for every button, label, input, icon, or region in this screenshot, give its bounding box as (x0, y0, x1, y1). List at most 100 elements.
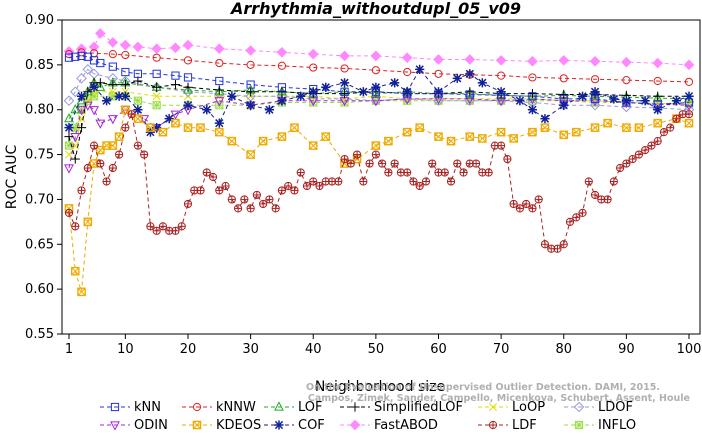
point-ldof (76, 73, 87, 84)
point-cof (577, 91, 588, 101)
series-line-ldf (68, 112, 689, 250)
point-ldf (622, 159, 631, 168)
legend-label: LDOF (598, 400, 633, 415)
point-ldf (334, 177, 343, 186)
point-ldf (453, 159, 462, 168)
legend-item-lof: LOF (264, 400, 323, 415)
point-ldf (634, 150, 643, 159)
point-lof (64, 113, 74, 123)
point-ldf (277, 186, 287, 195)
x-tick-label: 30 (242, 342, 259, 357)
point-fastabod (170, 42, 181, 54)
point-ldf (653, 137, 662, 146)
point-simplifiedlof (339, 88, 350, 99)
point-ldf (133, 141, 142, 150)
point-fastabod (132, 41, 144, 53)
point-knnw (152, 53, 161, 62)
point-fastabod (63, 46, 75, 57)
x-tick-label: 80 (555, 342, 572, 357)
point-simplifiedlof (527, 88, 538, 99)
x-tick-label: 90 (618, 342, 635, 357)
point-ldf (559, 240, 568, 249)
point-fastabod (433, 54, 444, 65)
point-ldf (509, 199, 518, 209)
point-fastabod (107, 37, 119, 48)
point-knnw (653, 76, 662, 86)
point-ldf (666, 123, 675, 132)
point-knn (133, 69, 142, 78)
point-cof (246, 100, 256, 110)
point-ldf (415, 181, 424, 191)
point-kdeos (653, 118, 662, 128)
point-simplifiedlof (465, 87, 475, 97)
point-kdeos (114, 132, 124, 141)
point-kdeos (496, 127, 506, 137)
point-loop (71, 141, 80, 150)
point-lof (183, 84, 193, 94)
point-knnw (528, 73, 537, 82)
point-ldf (584, 177, 593, 186)
point-cof (640, 96, 650, 106)
point-knn (71, 52, 80, 61)
legend-marker (489, 403, 497, 411)
point-knnw (309, 63, 318, 72)
x-tick-label: 40 (305, 342, 322, 357)
point-ldf (71, 222, 80, 231)
point-fastabod (558, 55, 570, 66)
point-fastabod (683, 59, 695, 71)
point-ldf (503, 154, 512, 164)
point-ldf (315, 181, 324, 191)
point-ldf (446, 177, 456, 186)
legend-item-cof: COF (264, 418, 325, 433)
point-ldf (158, 222, 168, 231)
point-odin (107, 115, 118, 125)
legend-marker (110, 421, 120, 431)
point-cof (671, 96, 682, 106)
series-fastabod (63, 28, 695, 71)
y-tick-label: 0.75 (25, 148, 54, 163)
legend-item-fastabod: FastABOD (340, 418, 438, 433)
point-ldf (309, 177, 318, 186)
point-ldf (659, 128, 669, 137)
point-cof (559, 100, 569, 110)
y-tick-label: 0.85 (25, 58, 54, 73)
point-kdeos (308, 141, 318, 150)
legend-item-knnw: kNNW (182, 400, 256, 415)
point-ldof (69, 86, 81, 98)
point-ldf (522, 199, 531, 209)
point-ldof (621, 101, 632, 113)
point-ldf (83, 163, 92, 173)
legend-marker (274, 420, 284, 430)
legend-label: LoOP (512, 400, 545, 415)
point-ldf (459, 168, 468, 177)
point-ldf (378, 159, 387, 168)
point-ldof (433, 95, 444, 107)
point-ldf (471, 159, 481, 168)
legend-marker (192, 402, 202, 412)
point-kdeos (402, 127, 412, 137)
point-knnw (371, 66, 380, 75)
point-simplifiedlof (170, 79, 181, 90)
point-cof (358, 87, 368, 97)
legend-marker (350, 402, 360, 412)
point-ldf (578, 208, 587, 217)
point-odin (170, 110, 181, 120)
point-knnw (622, 76, 631, 85)
point-cof (609, 94, 619, 104)
point-cof (590, 87, 600, 97)
point-kdeos (434, 132, 443, 141)
point-ldf (215, 186, 224, 195)
x-tick-label: 70 (493, 342, 510, 357)
legend-label: LDF (512, 418, 537, 433)
x-tick-label: 50 (368, 342, 385, 357)
x-tick-label: 60 (430, 342, 447, 357)
point-ldf (616, 163, 625, 173)
point-ldf (140, 150, 149, 159)
legend-item-inflo: INFLO (564, 418, 636, 433)
point-inflo (108, 92, 117, 101)
point-ldf (515, 204, 525, 213)
point-ldf (146, 222, 155, 231)
point-fastabod (339, 50, 350, 62)
point-ldf (421, 177, 431, 186)
point-ldof (63, 95, 75, 107)
